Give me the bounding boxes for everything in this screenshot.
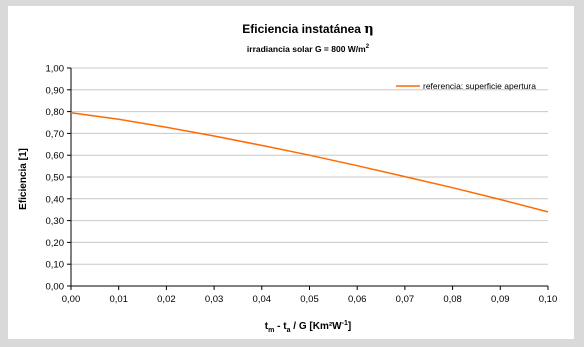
- x-tick-label: 0,01: [109, 294, 128, 305]
- chart-title: Eficiencia instatánea η: [242, 22, 374, 37]
- series-group: [70, 111, 549, 213]
- x-tick-label: 0,10: [539, 294, 558, 305]
- series-line: [70, 111, 549, 213]
- y-tick-label: 0,40: [46, 194, 65, 205]
- x-tick-label: 0,05: [300, 294, 319, 305]
- y-tick-label: 0,80: [46, 107, 65, 118]
- x-tick-label: 0,04: [253, 294, 272, 305]
- chart-container: Eficiencia instatánea η irradiancia sola…: [8, 6, 574, 339]
- x-tick-label: 0,02: [157, 294, 176, 305]
- x-tick-label: 0,08: [443, 294, 462, 305]
- x-axis-label: tm - ta / G [Km²W-1]: [265, 320, 351, 334]
- y-axis-ticks: 0,00 0,10 0,20 0,30 0,40 0,50 0,60 0,70 0,80 0,90…: [46, 64, 71, 293]
- grid-lines: [71, 67, 548, 265]
- x-tick-label: 0,07: [396, 294, 415, 305]
- y-tick-label: 1,00: [46, 64, 65, 75]
- efficiency-chart: Eficiencia instatánea η irradiancia sola…: [18, 22, 558, 334]
- x-tick-label: 0,06: [348, 294, 367, 305]
- x-tick-label: 0,03: [205, 294, 224, 305]
- y-axis-label: Eficiencia [1]: [18, 148, 29, 210]
- y-tick-label: 0,30: [46, 216, 65, 227]
- x-tick-label: 0,00: [62, 294, 81, 305]
- y-tick-label: 0,10: [46, 260, 65, 271]
- x-axis-ticks: 0,00 0,01 0,02 0,03 0,04 0,05 0,06 0,07 0,08 0,09…: [62, 286, 558, 305]
- y-tick-label: 0,50: [46, 173, 65, 184]
- legend-label: referencia: superficie apertura: [423, 81, 536, 91]
- legend: referencia: superficie apertura: [396, 81, 536, 91]
- y-tick-label: 0,20: [46, 238, 65, 249]
- y-tick-label: 0,70: [46, 129, 65, 140]
- y-tick-label: 0,00: [46, 282, 65, 293]
- chart-subtitle: irradiancia solar G = 800 W/m2: [247, 44, 370, 54]
- y-tick-label: 0,60: [46, 151, 65, 162]
- x-tick-label: 0,09: [491, 294, 510, 305]
- y-tick-label: 0,90: [46, 85, 65, 96]
